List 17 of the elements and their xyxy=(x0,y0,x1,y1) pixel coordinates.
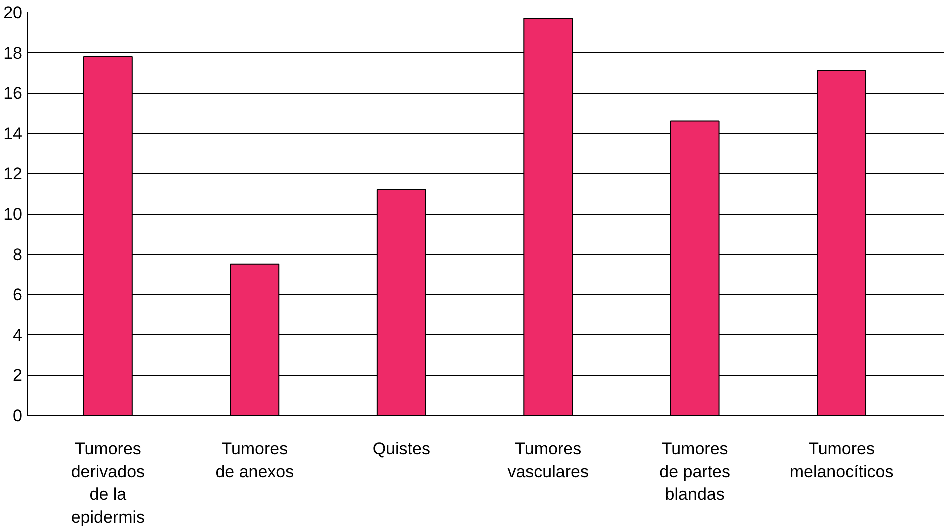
x-tick-label: Tumores derivados de la epidermis xyxy=(71,440,146,527)
x-tick-label: Quistes xyxy=(372,440,430,458)
y-tick-label: 10 xyxy=(4,205,23,224)
y-tick-label: 18 xyxy=(4,44,23,63)
x-tick-label: Tumores melanocíticos xyxy=(790,440,894,482)
y-tick-label: 0 xyxy=(13,406,23,426)
y-tick-label: 4 xyxy=(13,326,23,345)
y-tick-label: 12 xyxy=(4,164,23,184)
y-tick-label: 14 xyxy=(4,124,23,144)
x-tick-label: Tumores vasculares xyxy=(508,440,589,482)
y-tick-label: 20 xyxy=(4,4,23,22)
y-tick-label: 2 xyxy=(13,366,23,386)
y-tick-label: 16 xyxy=(4,84,23,104)
x-tick-label: Tumores de partes blandas xyxy=(660,440,731,504)
y-tick-label: 8 xyxy=(13,245,23,264)
y-tick-label: 6 xyxy=(13,286,23,305)
x-tick-label: Tumores de anexos xyxy=(216,440,294,482)
